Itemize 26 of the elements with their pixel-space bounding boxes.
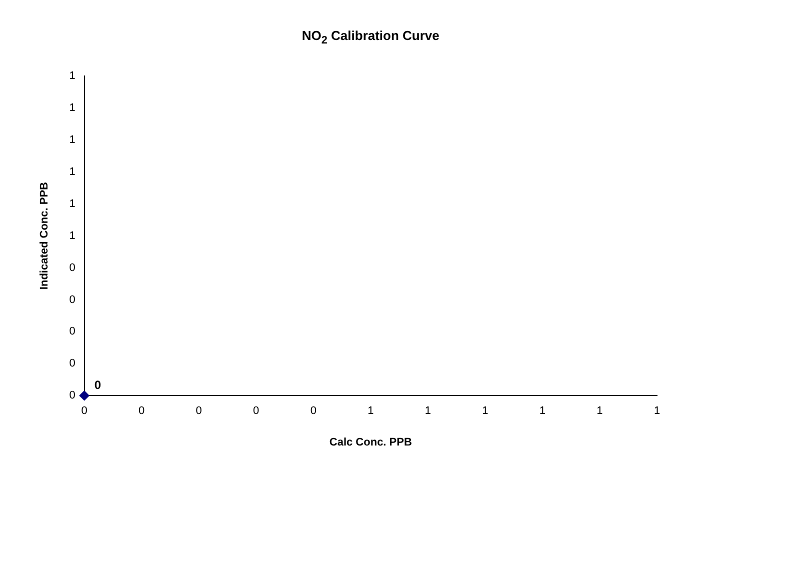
x-tick-label: 1 — [368, 405, 374, 418]
x-tick-label: 0 — [138, 405, 145, 418]
x-axis-title: Calc Conc. PPB — [329, 436, 412, 448]
x-tick-label: 1 — [482, 405, 488, 418]
y-tick-label: 0 — [69, 262, 76, 274]
y-tick-label: 0 — [69, 326, 76, 338]
x-tick-label: 1 — [424, 405, 431, 418]
x-tick-label: 1 — [596, 405, 603, 418]
y-axis-title: Indicated Conc. PPB — [38, 182, 51, 290]
chart-title: NO$_{2}$ Calibration Curve — [300, 28, 440, 47]
x-tick-label: 0 — [196, 405, 202, 418]
x-tick-label: 1 — [539, 405, 546, 418]
x-tick-label: 0 — [310, 405, 316, 418]
y-tick-label: 1 — [69, 70, 76, 82]
y-tick-label: 1 — [69, 198, 76, 210]
y-tick-label: 0 — [69, 390, 76, 402]
x-tick-label: 0 — [253, 405, 260, 418]
y-tick-label: 1 — [69, 134, 76, 146]
y-tick-label: 1 — [69, 230, 76, 242]
y-tick-label: 0 — [69, 294, 76, 306]
y-tick-label: 0 — [69, 358, 76, 370]
x-tick-label: 0 — [81, 405, 88, 418]
y-tick-label: 1 — [69, 102, 76, 114]
y-tick-label: 1 — [69, 166, 76, 178]
data-label: 0 — [94, 378, 102, 392]
x-tick-label: 1 — [654, 405, 660, 418]
